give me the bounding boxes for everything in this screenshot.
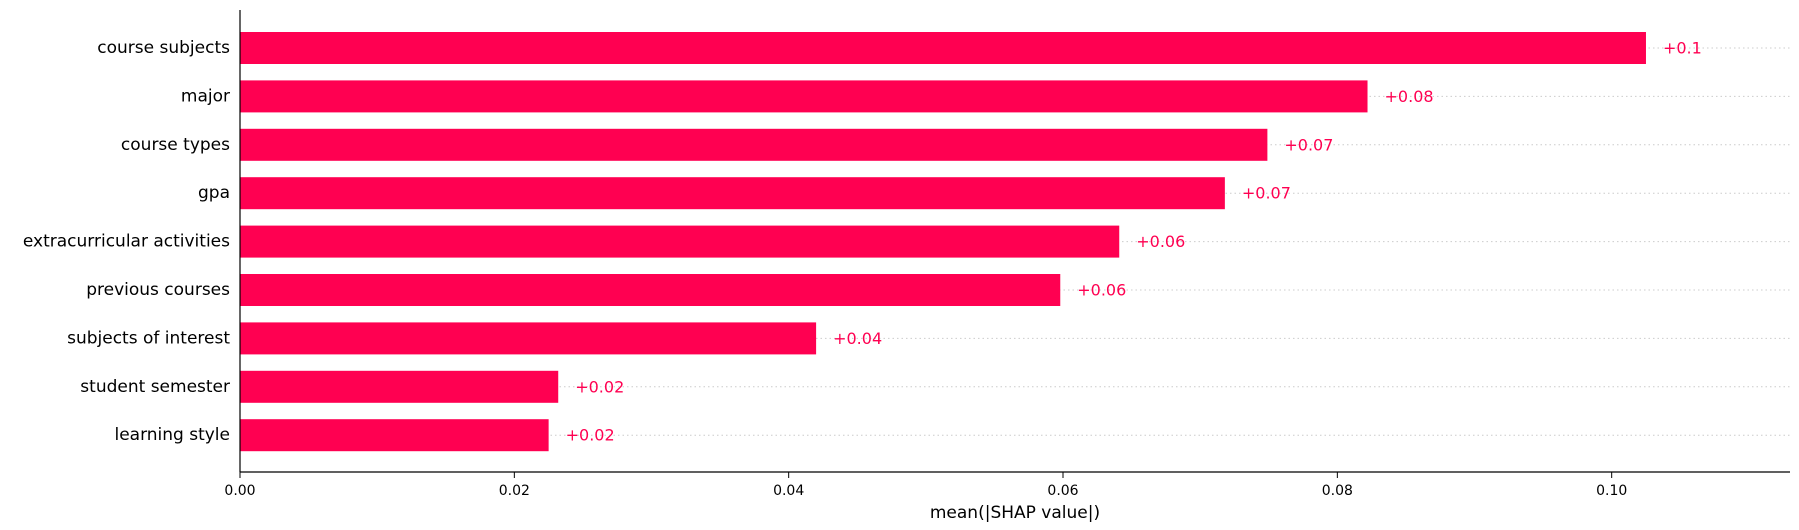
category-label: course types	[121, 135, 230, 155]
value-label: +0.08	[1385, 87, 1434, 106]
value-label: +0.07	[1284, 135, 1333, 154]
bars	[240, 32, 1646, 452]
bar	[240, 32, 1646, 64]
x-tick-label: 0.10	[1596, 483, 1627, 499]
x-tick-label: 0.04	[773, 483, 804, 499]
bar	[240, 80, 1368, 113]
bar	[240, 225, 1120, 258]
category-label: previous courses	[86, 280, 230, 300]
bar	[240, 177, 1225, 210]
value-label: +0.1	[1663, 39, 1702, 58]
x-axis-ticks: 0.00 0.02 0.04 0.06 0.08 0.10	[224, 472, 1627, 499]
value-label: +0.02	[575, 377, 624, 396]
value-label: +0.06	[1077, 281, 1126, 300]
category-label: gpa	[198, 183, 230, 203]
value-label: +0.04	[833, 329, 882, 348]
bar	[240, 274, 1061, 306]
bar	[240, 322, 817, 355]
bar	[240, 419, 549, 452]
x-tick-label: 0.06	[1047, 483, 1078, 499]
x-tick-label: 0.00	[224, 483, 255, 499]
bar	[240, 128, 1268, 161]
value-label: +0.02	[566, 426, 615, 445]
labels: course subjects +0.1 major +0.08 course type…	[23, 38, 1702, 445]
category-label: learning style	[114, 425, 230, 445]
x-tick-label: 0.08	[1322, 483, 1353, 499]
category-label: extracurricular activities	[23, 232, 230, 252]
category-label: course subjects	[97, 38, 230, 58]
value-label: +0.07	[1242, 184, 1291, 203]
category-label: student semester	[80, 377, 230, 397]
category-label: subjects of interest	[67, 328, 230, 348]
x-axis-title: mean(|SHAP value|)	[930, 503, 1100, 523]
bar	[240, 370, 559, 403]
x-tick-label: 0.02	[499, 483, 530, 499]
category-label: major	[181, 86, 230, 106]
value-label: +0.06	[1136, 232, 1185, 251]
